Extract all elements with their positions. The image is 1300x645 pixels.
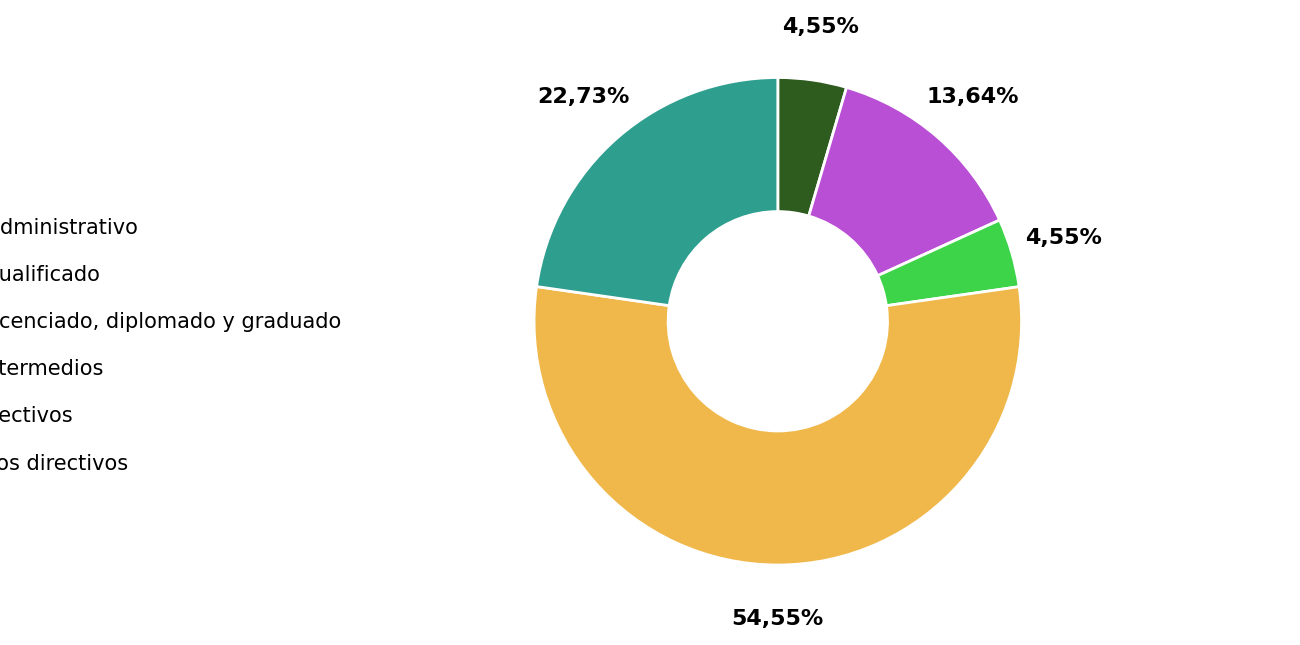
Text: 4,55%: 4,55% xyxy=(1024,228,1101,248)
Wedge shape xyxy=(878,220,1019,306)
Text: 22,73%: 22,73% xyxy=(537,86,629,106)
Wedge shape xyxy=(537,77,777,306)
Text: 4,55%: 4,55% xyxy=(781,17,858,37)
Wedge shape xyxy=(777,77,846,216)
Wedge shape xyxy=(809,88,1000,275)
Text: 13,64%: 13,64% xyxy=(927,86,1019,106)
Legend: Servicios, Personal administrativo, Personal cualificado, Personal licenciado, d: Servicios, Personal administrativo, Pers… xyxy=(0,155,351,488)
Text: 54,55%: 54,55% xyxy=(732,609,824,629)
Wedge shape xyxy=(534,286,1022,565)
